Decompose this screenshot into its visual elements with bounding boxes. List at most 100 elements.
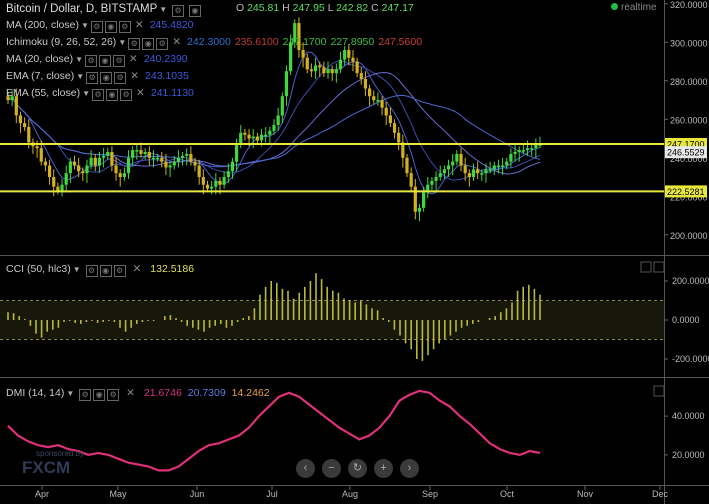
candle-body: [52, 177, 56, 187]
zoom-in-button[interactable]: +: [374, 459, 393, 478]
close-icon[interactable]: ✕: [126, 387, 135, 399]
indicator-value: 241.1130: [150, 87, 194, 99]
candle-body: [384, 107, 388, 116]
visibility-icon[interactable]: ◉: [189, 5, 202, 17]
settings-icon[interactable]: ⚙: [86, 72, 99, 84]
settings-icon[interactable]: ⚙: [172, 5, 185, 17]
scroll-left-button[interactable]: ‹: [296, 459, 315, 478]
settings-icon[interactable]: ⚙: [79, 389, 92, 401]
candle-body: [122, 173, 126, 178]
price-tag-label: 247.1700: [667, 139, 705, 149]
candle-body: [56, 186, 60, 191]
candle-body: [68, 161, 72, 174]
candle-body: [430, 180, 434, 185]
visibility-icon[interactable]: ◉: [99, 265, 112, 277]
indicator-legend[interactable]: MA (20, close) ▼ ⚙ ◉ ⚙ ✕ 240.2390: [6, 52, 188, 67]
close-icon[interactable]: ✕: [172, 36, 182, 48]
dropdown-caret-icon[interactable]: ▼: [66, 389, 75, 398]
format-icon[interactable]: ⚙: [156, 38, 169, 50]
close-icon[interactable]: ✕: [129, 53, 138, 65]
candle-body: [488, 169, 492, 171]
dropdown-caret-icon[interactable]: ▼: [118, 38, 127, 47]
indicator-value: 247.1700: [282, 36, 327, 48]
candle-body: [139, 150, 143, 154]
x-tick-label: Oct: [500, 489, 515, 499]
scroll-right-button[interactable]: ›: [400, 459, 419, 478]
pane-button-icon: [653, 261, 665, 273]
format-icon[interactable]: ⚙: [120, 89, 133, 101]
visibility-icon[interactable]: ◉: [106, 89, 119, 101]
candle-body: [35, 146, 39, 149]
visibility-icon[interactable]: ◉: [142, 38, 155, 50]
candle-body: [417, 207, 422, 212]
candle-body: [189, 153, 193, 162]
candle-body: [372, 96, 376, 101]
candle-body: [309, 69, 314, 72]
zoom-out-button[interactable]: −: [322, 459, 341, 478]
candle-body: [293, 23, 297, 43]
visibility-icon[interactable]: ◉: [99, 55, 112, 67]
candle-body: [351, 57, 355, 62]
candle-body: [106, 152, 110, 156]
dropdown-caret-icon[interactable]: ▼: [72, 265, 81, 274]
indicator-legend[interactable]: EMA (55, close) ▼ ⚙ ◉ ⚙ ✕ 241.1130: [6, 86, 194, 101]
format-icon[interactable]: ⚙: [113, 265, 126, 277]
dropdown-caret-icon[interactable]: ▼: [76, 72, 85, 81]
candle-body: [272, 125, 276, 131]
settings-icon[interactable]: ⚙: [92, 89, 105, 101]
candle-body: [326, 69, 330, 74]
dropdown-caret-icon[interactable]: ▼: [159, 5, 168, 14]
settings-icon[interactable]: ⚙: [90, 21, 103, 33]
indicator-label: Ichimoku (9, 26, 52, 26): [6, 36, 117, 48]
dropdown-caret-icon[interactable]: ▼: [80, 21, 89, 30]
candle-body: [392, 123, 397, 133]
candle-body: [289, 42, 293, 72]
candle-body: [363, 78, 368, 89]
visibility-icon[interactable]: ◉: [100, 72, 113, 84]
x-tick-label: Dec: [652, 489, 669, 499]
indicator-value: 227.8950: [330, 36, 375, 48]
settings-icon[interactable]: ⚙: [85, 265, 98, 277]
candle-body: [409, 173, 413, 187]
candle-body: [297, 23, 301, 51]
visibility-icon[interactable]: ◉: [104, 21, 117, 33]
indicator-legend[interactable]: EMA (7, close) ▼ ⚙ ◉ ⚙ ✕ 243.1035: [6, 69, 189, 84]
candle-body: [205, 184, 210, 189]
candle-body: [6, 96, 10, 101]
candle-body: [23, 123, 27, 127]
sponsor-watermark: sponsored by FXCM: [22, 449, 85, 477]
settings-icon[interactable]: ⚙: [85, 55, 98, 67]
main-series-legend[interactable]: Bitcoin / Dollar, D, BITSTAMP ▼ ⚙ ◉: [6, 2, 202, 17]
status-dot-icon: [611, 3, 618, 10]
indicator-legend[interactable]: MA (200, close) ▼ ⚙ ◉ ⚙ ✕ 245.4820: [6, 18, 193, 33]
price-tick-label: 260.0000: [670, 115, 708, 125]
settings-icon[interactable]: ⚙: [128, 38, 141, 50]
format-icon[interactable]: ⚙: [107, 389, 120, 401]
candle-body: [397, 132, 401, 143]
close-icon[interactable]: ✕: [132, 263, 142, 275]
indicator-legend[interactable]: Ichimoku (9, 26, 52, 26) ▼ ⚙ ◉ ⚙ ✕ 242.3000 235…: [6, 35, 422, 50]
dropdown-caret-icon[interactable]: ▼: [75, 55, 84, 64]
close-icon[interactable]: ✕: [130, 70, 140, 82]
candle-body: [197, 165, 201, 178]
format-icon[interactable]: ⚙: [114, 72, 127, 84]
close-icon[interactable]: ✕: [136, 87, 145, 99]
reset-button[interactable]: ↻: [348, 459, 367, 478]
candle-body: [131, 150, 135, 158]
cci-legend[interactable]: CCI (50, hlc3) ▼ ⚙ ◉ ⚙ ✕ 132.5186: [6, 263, 195, 277]
cci-tick-label: 200.0000: [672, 276, 709, 286]
dropdown-caret-icon[interactable]: ▼: [82, 89, 91, 98]
candle-body: [426, 184, 430, 193]
close-icon[interactable]: ✕: [134, 19, 144, 31]
candle-body: [367, 88, 372, 97]
dmi-legend[interactable]: DMI (14, 14) ▼ ⚙ ◉ ⚙ ✕ 21.6746 20.7309 14.2…: [6, 387, 270, 401]
format-icon[interactable]: ⚙: [113, 55, 126, 67]
visibility-icon[interactable]: ◉: [93, 389, 106, 401]
candle-body: [259, 134, 264, 141]
pane-button-icon: [653, 385, 665, 397]
candle-body: [534, 144, 538, 149]
candle-body: [455, 153, 459, 162]
format-icon[interactable]: ⚙: [118, 21, 131, 33]
candle-body: [39, 148, 43, 162]
